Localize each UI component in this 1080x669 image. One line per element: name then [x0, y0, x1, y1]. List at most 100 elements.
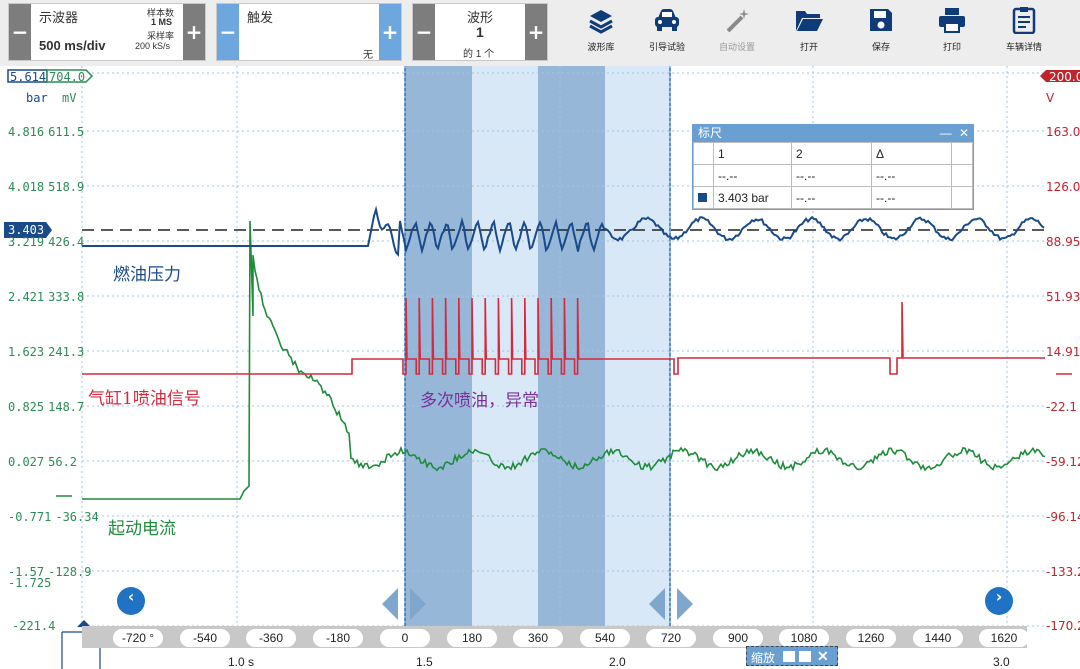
- time-axis-label: 2.0: [609, 655, 626, 669]
- waveform-canvas[interactable]: [0, 66, 1080, 669]
- auto-setup-button[interactable]: 自动设置: [704, 4, 770, 60]
- ruler-header[interactable]: 标尺 — ✕: [693, 125, 973, 142]
- sample-rate-value: 200 kS/s: [135, 41, 171, 51]
- injector-signal-trace: [82, 297, 1045, 375]
- sample-rate-label: 采样率: [147, 31, 175, 41]
- trigger-increase-button[interactable]: +: [379, 4, 401, 60]
- scope-plot-area[interactable]: 5.614 704.0 bar mV 4.816 611.5 4.018 518.9 3…: [0, 66, 1080, 669]
- mv-unit: mV: [62, 91, 77, 105]
- ruler-window[interactable]: 标尺 — ✕ 1 2 Δ --.-- --.-- --.--: [692, 124, 974, 210]
- save-disk-icon: [870, 9, 892, 31]
- time-axis-label: 1.0 s: [228, 655, 255, 669]
- waveform-library-label: 波形库: [587, 42, 615, 52]
- bar-tick-value: 4.816: [8, 125, 45, 139]
- zoom-restore-icon[interactable]: [799, 651, 811, 662]
- left-axis-tick-label: -0.771 -36.34: [8, 510, 99, 524]
- chevron-left-icon: ‹: [127, 587, 135, 606]
- mv-tick-value: -128.9: [48, 565, 92, 579]
- right-ruler-handle-left-icon[interactable]: [649, 588, 665, 620]
- auto-setup-label: 自动设置: [718, 42, 755, 52]
- crank-angle-label: 180: [447, 629, 497, 647]
- bar-tick-value: 4.018: [8, 180, 45, 194]
- trigger-control: − 触发 无 +: [216, 3, 402, 61]
- right-axis-tick-label: -170.2: [1046, 619, 1080, 633]
- fuel-pressure-trace: [82, 205, 1045, 258]
- guided-test-button[interactable]: 引导试验: [634, 4, 700, 60]
- ruler-cell: --.--: [871, 186, 952, 209]
- left-ruler-handle-left-icon[interactable]: [382, 588, 398, 620]
- waveform-library-icon: [589, 10, 613, 34]
- crank-angle-label: 0: [380, 629, 430, 647]
- left-axis-tick-label: 1.623 241.3: [8, 345, 84, 359]
- grid: [81, 66, 1045, 628]
- ruler-row2-marker: [693, 186, 714, 209]
- trigger-position-marker[interactable]: [77, 620, 91, 627]
- open-button[interactable]: 打开: [776, 4, 842, 60]
- print-button[interactable]: 打印: [919, 4, 985, 60]
- crank-angle-label: 1440: [913, 629, 963, 647]
- vehicle-details-button[interactable]: 车辆详情: [991, 4, 1057, 60]
- ruler-header-blank: [693, 142, 714, 165]
- mv-tick-value: 56.2: [48, 455, 78, 469]
- voltage-unit: V: [1046, 91, 1055, 105]
- chevron-right-icon: ›: [995, 587, 1003, 606]
- ruler-cell: 3.403 bar: [713, 186, 792, 209]
- ruler-header-end: [951, 142, 973, 165]
- mv-tick-value: 148.7: [48, 400, 85, 414]
- starter-current-annotation: 起动电流: [108, 519, 176, 539]
- save-button[interactable]: 保存: [848, 4, 914, 60]
- highlight-band-dark-1: [405, 66, 472, 628]
- trigger-title: 触发: [247, 10, 274, 25]
- crank-angle-label: 720: [646, 629, 696, 647]
- crank-angle-label: -720 °: [113, 629, 163, 647]
- bar-tick-value: 1.623: [8, 345, 45, 359]
- ruler-col-delta: Δ: [871, 142, 952, 165]
- folder-open-icon: [796, 11, 823, 31]
- zoom-label: 缩放: [751, 651, 776, 665]
- waveform-previous-button[interactable]: −: [413, 4, 435, 60]
- waveform-title: 波形: [467, 10, 494, 25]
- open-label: 打开: [799, 42, 818, 52]
- pressure-marker-badge-bg[interactable]: [4, 222, 52, 238]
- ruler-cell: --.--: [791, 186, 872, 209]
- left-axis-tick-label: 4.816 611.5: [8, 125, 84, 139]
- mv-scale-top: 704.0: [49, 70, 86, 84]
- ruler-cell: --.--: [713, 164, 792, 187]
- timebase-decrease-button[interactable]: −: [9, 4, 31, 60]
- scroll-right-button[interactable]: ›: [985, 587, 1013, 615]
- timebase-value[interactable]: 500 ms/div: [39, 38, 106, 53]
- timebase-increase-button[interactable]: +: [183, 4, 205, 60]
- mv-tick-value: 241.3: [48, 345, 85, 359]
- ruler-cell: --.--: [791, 164, 872, 187]
- ruler-close-button[interactable]: ✕: [958, 126, 969, 140]
- left-axis-extra-label: -1.725: [8, 576, 52, 590]
- trigger-mode[interactable]: 无: [363, 50, 373, 61]
- waveform-next-button[interactable]: +: [525, 4, 547, 60]
- waveform-library-button[interactable]: 波形库: [568, 4, 634, 60]
- crank-angle-label: -180: [313, 629, 363, 647]
- trigger-decrease-button[interactable]: −: [217, 4, 239, 60]
- vehicle-details-label: 车辆详情: [1005, 42, 1042, 52]
- bar-tick-value: 0.027: [8, 455, 45, 469]
- ruler-minimize-button[interactable]: —: [939, 126, 952, 140]
- waveform-control: − 波形 1 的 1 个 +: [412, 3, 548, 61]
- waveform-index: 1: [476, 24, 484, 40]
- zoom-close-button[interactable]: ✕: [817, 648, 829, 664]
- ruler-cell: --.--: [871, 164, 952, 187]
- fuel-pressure-annotation: 燃油压力: [113, 265, 181, 285]
- ruler-table: 1 2 Δ --.-- --.-- --.-- 3.403 bar --.-- …: [693, 142, 973, 209]
- crank-angle-label: 1620: [979, 629, 1029, 647]
- left-axis-tick-label: -1.57 -128.9: [8, 565, 91, 579]
- ruler-col-2: 2: [791, 142, 872, 165]
- bar-tick-value: 0.825: [8, 400, 45, 414]
- zoom-minimize-icon[interactable]: [783, 651, 795, 662]
- left-axis-tick-label: 0.027 56.2: [8, 455, 77, 469]
- zoom-widget[interactable]: 缩放 ✕: [746, 646, 838, 666]
- right-ruler-handle-right-icon[interactable]: [677, 588, 693, 620]
- right-axis-tick-label: 126.0: [1046, 180, 1080, 194]
- pressure-marker-value[interactable]: 3.403: [8, 223, 45, 237]
- highlight-band-dark-2: [538, 66, 605, 628]
- right-axis-tick-label: 88.95: [1046, 235, 1080, 249]
- left-ruler-handle-right-icon[interactable]: [410, 588, 426, 620]
- scroll-left-button[interactable]: ‹: [117, 587, 145, 615]
